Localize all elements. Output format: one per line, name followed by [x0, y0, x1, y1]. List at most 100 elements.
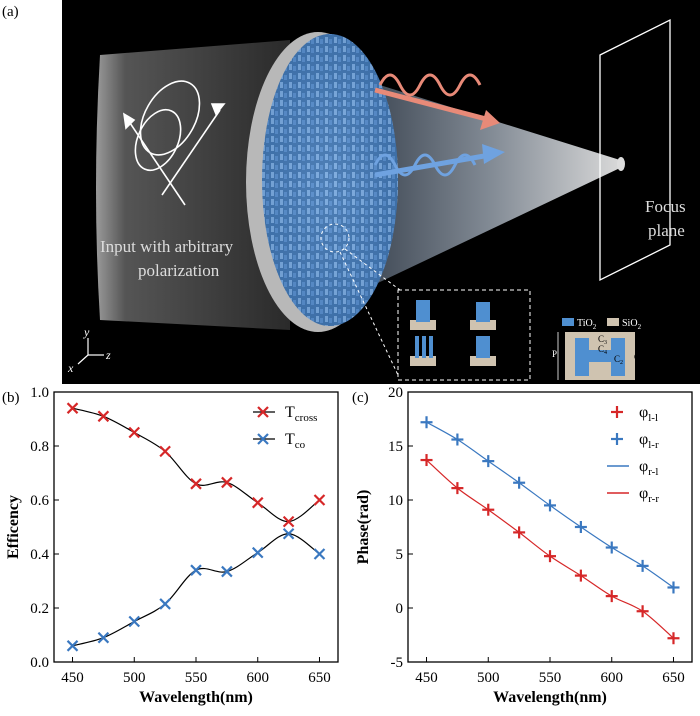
data-point-co: [97, 631, 110, 644]
data-point-l-r: [482, 455, 495, 468]
svg-text:TiO2: TiO2: [577, 318, 597, 331]
legend-item-r-l: φr-l: [607, 458, 658, 478]
x-tick-label: 450: [415, 670, 438, 686]
legend-marker: [257, 406, 269, 418]
data-point-l-r: [636, 559, 649, 572]
panel-b-label: (b): [2, 390, 20, 406]
data-point-cross: [97, 410, 110, 423]
legend: φl-l φl-r φr-l φr-r: [607, 404, 659, 505]
x-axis-title: Wavelength(nm): [493, 689, 607, 706]
data-point-co: [66, 640, 79, 652]
data-point-l-r: [605, 541, 618, 554]
data-point-l-l: [451, 482, 464, 495]
series-line-cross: [72, 407, 320, 523]
y-tick-label: 0: [396, 601, 404, 617]
data-point-co: [159, 598, 171, 610]
x-tick-label: 550: [539, 670, 562, 686]
c4-label: C: [598, 344, 604, 354]
legend-label: φ: [639, 404, 648, 421]
data-point-co: [251, 546, 264, 559]
panel-a-label: (a): [2, 4, 19, 20]
data-point-co: [128, 615, 141, 628]
svg-text:φr-r: φr-r: [639, 485, 659, 505]
data-point-cross: [159, 445, 171, 458]
data-point-cross: [190, 478, 202, 490]
data-point-cross: [313, 494, 326, 506]
data-point-cross: [66, 402, 79, 414]
data-point-l-r: [667, 581, 680, 594]
data-point-l-l: [420, 454, 433, 467]
data-point-l-r: [451, 433, 464, 446]
data-point-co: [313, 548, 326, 560]
axis-z-label: z: [105, 348, 111, 362]
polarization-icon: [122, 80, 226, 206]
legend-item-co: Tco: [253, 431, 306, 451]
focal-spot: [617, 157, 625, 171]
c1-label: C: [634, 352, 640, 362]
x-tick-label: 650: [308, 670, 331, 686]
data-point-l-r: [513, 476, 526, 489]
data-point-cross: [282, 515, 295, 528]
x-tick-label: 500: [477, 670, 500, 686]
data-point-l-l: [605, 590, 618, 603]
efficiency-chart-svg: (b) 450 500 550 600 650 0.0 0.2 0.4 0.6 0.8 1.0 Wa…: [2, 385, 339, 706]
legend-label: T: [285, 404, 295, 421]
svg-text:φr-l: φr-l: [639, 458, 658, 478]
y-tick-label: 0.4: [30, 547, 49, 563]
unit-cell-diagram: [557, 332, 643, 380]
zoom-circle: [320, 223, 350, 253]
meta-atoms-inset: [397, 289, 531, 381]
series-line-r-r: [426, 459, 674, 639]
sio2-swatch: [607, 318, 619, 326]
panel-c-phase-chart: (c) 450 500 550 600 650 -5 0 5 10 15 20 Wavelength…: [350, 384, 700, 711]
y-axis-title: Phase(rad): [355, 490, 372, 565]
svg-text:SiO2: SiO2: [622, 318, 642, 331]
legend-label: φ: [639, 485, 648, 502]
panel-b-efficiency-chart: (b) 450 500 550 600 650 0.0 0.2 0.4 0.6 0.8 1.0 Wa…: [0, 384, 350, 711]
data-point-l-l: [667, 632, 680, 645]
p-label: P: [552, 349, 557, 359]
legend-marker: [611, 406, 623, 418]
x-tick-label: 600: [246, 670, 269, 686]
data-point-l-r: [544, 499, 556, 512]
plot-frame: [53, 391, 339, 663]
legend-label: φ: [639, 458, 648, 475]
plot-frame: [407, 391, 693, 663]
svg-text:C4: C4: [598, 344, 607, 356]
x-axis-title: Wavelength(nm): [139, 689, 253, 706]
legend-item-l-r: φl-r: [611, 431, 659, 451]
series-line-co: [72, 533, 320, 647]
focus-plane: [599, 18, 671, 282]
legend-item-cross: Tcross: [253, 404, 317, 424]
y-tick-label: 20: [388, 385, 403, 401]
x-tick-label: 550: [185, 670, 208, 686]
legend-marker: [611, 433, 623, 445]
legend-item-r-r: φr-r: [607, 485, 659, 505]
sio2-label: SiO: [622, 318, 638, 329]
data-point-l-l: [544, 550, 556, 563]
x-tick-label: 600: [600, 670, 623, 686]
panel-a-schematic: (a) Input with arbitrary polarization Fo…: [0, 0, 700, 384]
data-point-co: [221, 565, 233, 578]
tio2-label: TiO: [577, 318, 593, 329]
schematic-svg: (a) Input with arbitrary polarization Fo…: [0, 0, 700, 384]
legend-label: φ: [639, 431, 648, 448]
tio2-swatch: [562, 318, 574, 326]
y-tick-label: 15: [388, 439, 403, 455]
legend: Tcross Tco: [253, 404, 317, 451]
input-caption-line1: Input with arbitrary: [100, 237, 234, 256]
c2-label: C: [614, 354, 620, 364]
phase-chart-svg: (c) 450 500 550 600 650 -5 0 5 10 15 20 Wavelength…: [352, 385, 693, 706]
legend-label: T: [285, 431, 295, 448]
y-axis-title: Efficency: [5, 495, 22, 559]
svg-text:Tco: Tco: [285, 431, 306, 451]
red-helix: [374, 73, 500, 130]
axes-triad: [77, 338, 104, 365]
legend-item-l-l: φl-l: [611, 404, 658, 424]
data-point-l-l: [636, 605, 649, 618]
c3-label: C: [598, 334, 604, 344]
x-tick-label: 500: [123, 670, 146, 686]
data-point-l-l: [513, 526, 526, 539]
blue-helix: [373, 144, 505, 178]
axis-y-label: y: [83, 325, 90, 339]
